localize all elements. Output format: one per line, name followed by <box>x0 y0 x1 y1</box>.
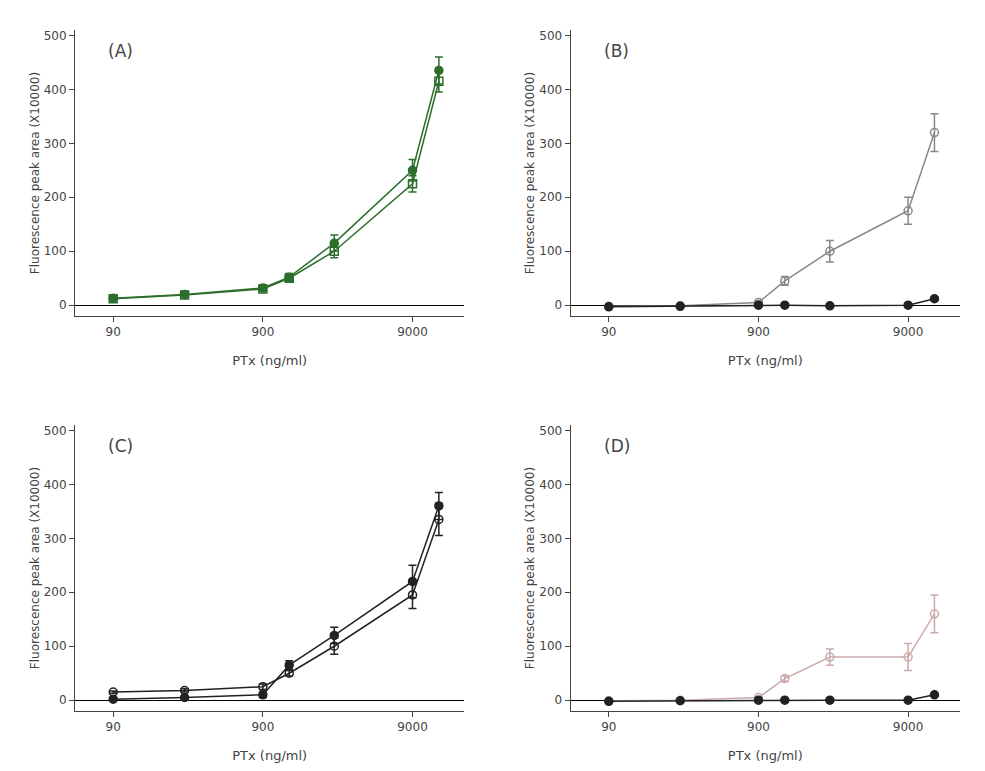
svg-text:PTx (ng/ml): PTx (ng/ml) <box>232 353 307 368</box>
svg-text:900: 900 <box>251 720 274 734</box>
svg-text:(A): (A) <box>108 41 133 61</box>
svg-text:PTx (ng/ml): PTx (ng/ml) <box>728 353 803 368</box>
svg-text:400: 400 <box>539 83 562 97</box>
svg-text:400: 400 <box>44 478 67 492</box>
svg-text:100: 100 <box>44 639 67 653</box>
svg-text:200: 200 <box>44 585 67 599</box>
svg-text:90: 90 <box>106 720 121 734</box>
svg-text:500: 500 <box>539 424 562 438</box>
svg-text:900: 900 <box>251 325 274 339</box>
svg-text:900: 900 <box>747 325 770 339</box>
svg-text:9000: 9000 <box>397 720 428 734</box>
svg-text:300: 300 <box>539 137 562 151</box>
svg-text:300: 300 <box>44 137 67 151</box>
svg-text:0: 0 <box>59 693 67 707</box>
svg-text:9000: 9000 <box>397 325 428 339</box>
svg-text:0: 0 <box>555 693 563 707</box>
svg-text:90: 90 <box>601 325 616 339</box>
svg-text:300: 300 <box>539 532 562 546</box>
svg-text:500: 500 <box>44 29 67 43</box>
svg-text:PTx (ng/ml): PTx (ng/ml) <box>232 748 307 763</box>
svg-text:9000: 9000 <box>893 325 924 339</box>
svg-text:100: 100 <box>539 244 562 258</box>
svg-text:90: 90 <box>106 325 121 339</box>
svg-text:200: 200 <box>44 190 67 204</box>
svg-text:200: 200 <box>539 190 562 204</box>
svg-text:Fluorescence peak area (X10000: Fluorescence peak area (X10000) <box>523 72 537 274</box>
svg-text:400: 400 <box>539 478 562 492</box>
svg-text:PTx (ng/ml): PTx (ng/ml) <box>728 748 803 763</box>
svg-text:0: 0 <box>555 298 563 312</box>
svg-text:100: 100 <box>44 244 67 258</box>
svg-text:Fluorescence peak area (X10000: Fluorescence peak area (X10000) <box>28 467 42 669</box>
svg-text:500: 500 <box>44 424 67 438</box>
svg-text:200: 200 <box>539 585 562 599</box>
svg-text:900: 900 <box>747 720 770 734</box>
svg-text:500: 500 <box>539 29 562 43</box>
svg-text:100: 100 <box>539 639 562 653</box>
svg-text:Fluorescence peak area (X10000: Fluorescence peak area (X10000) <box>28 72 42 274</box>
svg-text:Fluorescence peak area (X10000: Fluorescence peak area (X10000) <box>523 467 537 669</box>
svg-text:0: 0 <box>59 298 67 312</box>
svg-text:(B): (B) <box>604 41 629 61</box>
svg-text:90: 90 <box>601 720 616 734</box>
svg-text:(D): (D) <box>604 436 630 456</box>
svg-text:(C): (C) <box>108 436 133 456</box>
svg-text:300: 300 <box>44 532 67 546</box>
svg-text:9000: 9000 <box>893 720 924 734</box>
svg-text:400: 400 <box>44 83 67 97</box>
